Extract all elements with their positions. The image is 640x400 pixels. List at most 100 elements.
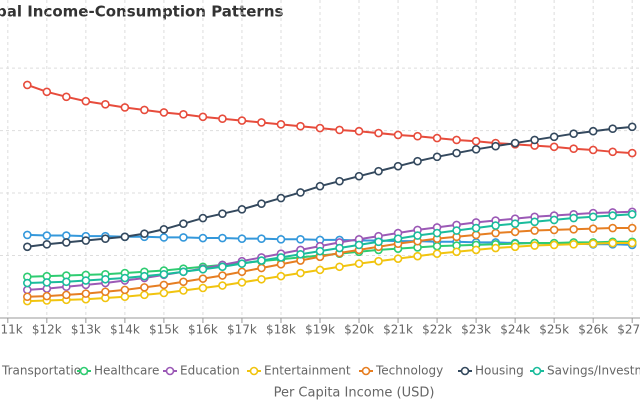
data-point [588,239,598,248]
data-point [296,188,305,197]
data-point [315,246,325,256]
data-point [218,271,227,280]
data-point [159,224,169,234]
data-point [120,285,130,295]
data-point [608,147,617,157]
data-point [218,262,227,272]
data-point [510,227,520,237]
data-point [257,256,266,265]
data-point [393,254,403,263]
data-point [23,80,32,90]
data-point [452,226,461,235]
x-axis-title: Per Capita Income (USD) [274,386,435,400]
data-point [354,259,364,268]
data-point [257,199,266,208]
data-point [198,274,208,283]
data-point [315,265,325,275]
data-point [296,234,305,244]
data-point [198,112,208,122]
x-tick-label: $17k [227,323,257,337]
data-point [491,221,500,230]
data-point [627,223,637,233]
data-point [276,253,286,262]
data-point [530,217,539,227]
data-point [62,92,71,102]
data-point [627,209,637,219]
x-tick-label: $18k [266,323,296,337]
data-point [140,290,149,300]
data-point [140,283,149,292]
x-tick-label: $15k [149,323,179,337]
data-point [237,267,247,277]
data-point [491,243,500,253]
data-point [315,181,325,191]
data-point [315,123,325,133]
data-point [608,211,617,220]
data-point [374,128,383,138]
data-point [62,277,71,287]
data-point [276,120,286,129]
data-point [432,249,442,258]
data-point [198,264,208,274]
data-point [42,239,52,249]
data-point [354,126,364,136]
series-line [27,240,633,278]
data-point [81,236,91,245]
data-point [588,126,598,136]
legend-marker [361,366,371,376]
data-point [452,247,461,257]
data-point [101,234,110,243]
data-point [42,231,52,240]
data-point [179,277,188,287]
data-point [296,121,305,131]
data-point [608,223,617,233]
data-point [530,241,539,250]
data-point [530,135,539,145]
x-tick-label: $14k [110,323,140,337]
data-point [179,267,188,277]
data-point [276,259,286,269]
data-point [491,228,500,238]
data-point [393,161,403,171]
data-point [413,231,422,240]
data-point [218,281,227,290]
x-tick-label: $25k [539,323,569,337]
data-point [120,292,130,302]
data-point [491,141,500,151]
data-point [159,280,169,290]
x-tick-label: $16k [188,323,218,337]
data-point [335,125,344,135]
legend-marker [165,366,175,376]
data-point [569,129,578,138]
x-tick-label: $13k [71,323,101,337]
data-point [23,278,32,288]
data-point [237,234,247,243]
x-tick-label: $20k [344,323,374,337]
data-point [198,213,208,223]
data-point [159,288,169,298]
data-point [432,228,442,238]
data-point [276,234,286,244]
data-point [471,245,481,255]
data-point [101,100,110,109]
x-tick-label: $12k [32,323,62,337]
legend-label: Transportation [1,364,89,378]
data-point [432,241,442,251]
series-line [26,84,633,155]
legend-marker [249,366,259,376]
data-point [276,193,286,203]
data-point [335,262,344,272]
data-point [120,273,130,283]
data-point [627,148,637,158]
legend-label: Technology [375,364,443,378]
data-point [510,242,520,252]
data-point [218,114,227,124]
data-point [23,230,32,240]
data-point [237,116,247,125]
x-tick-label: $23k [461,323,491,337]
data-point [608,238,617,248]
data-point [42,278,52,287]
data-point [374,237,383,247]
data-point [510,219,520,228]
data-point [627,238,637,248]
